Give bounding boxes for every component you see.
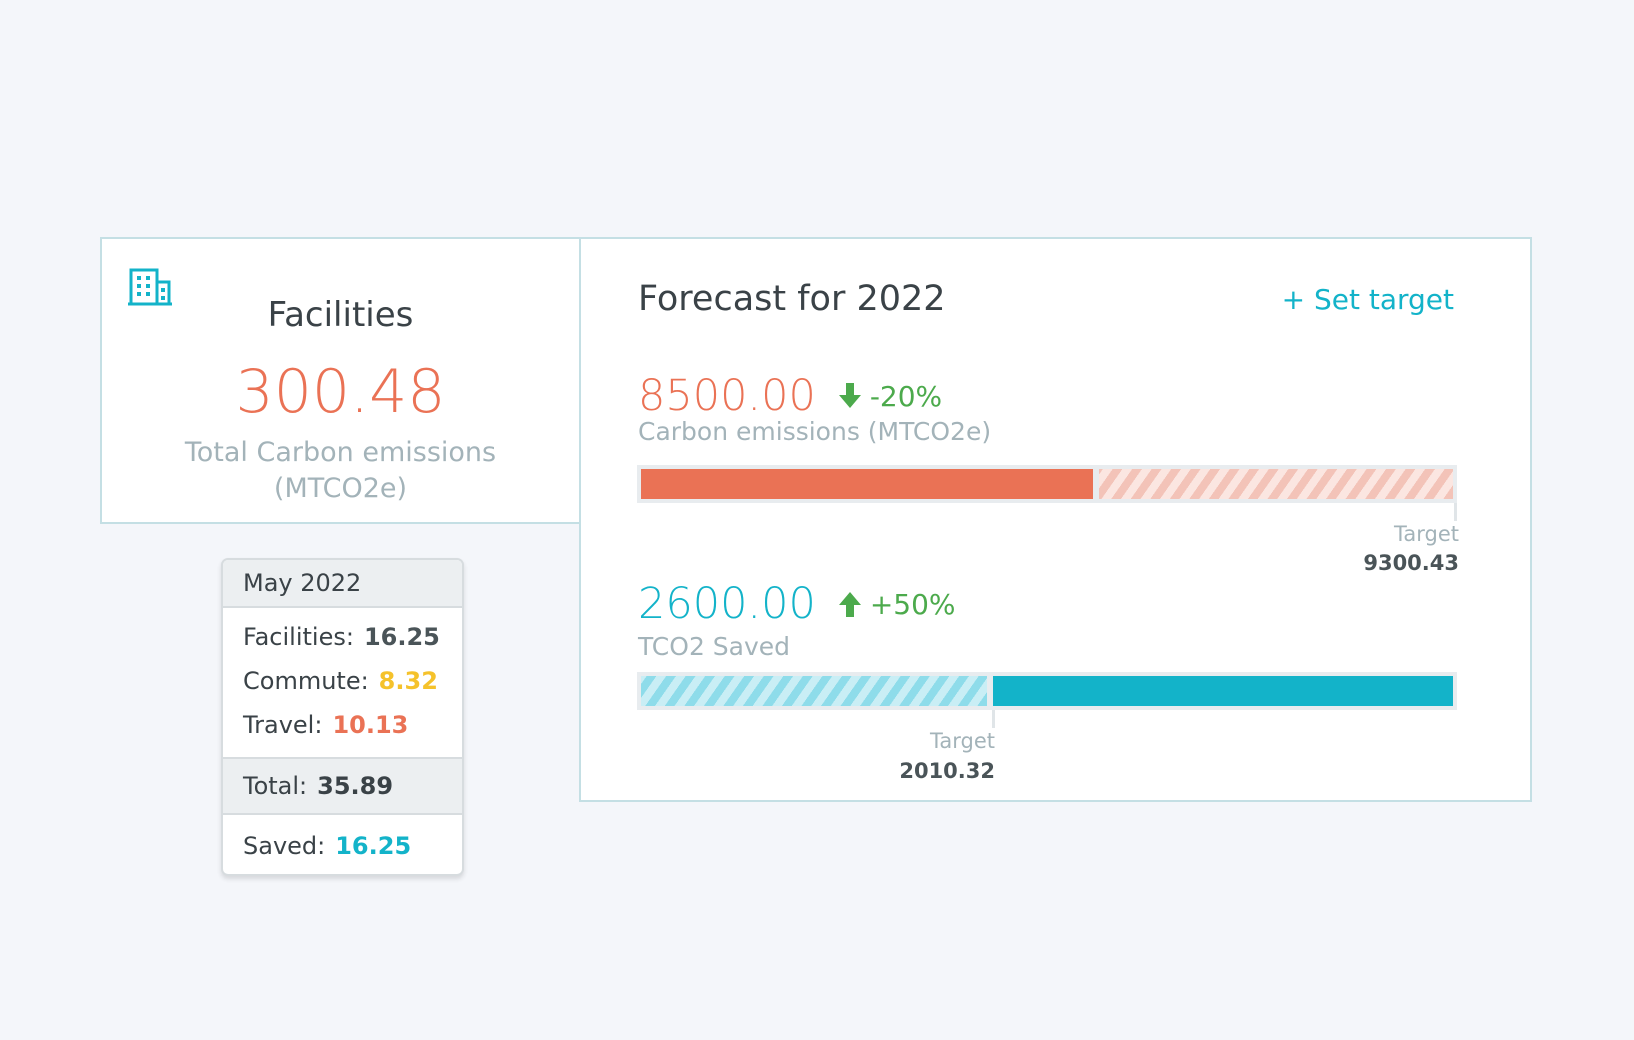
emissions-target-marker [1454,503,1457,521]
tooltip-travel-row: Travel: 10.13 [223,710,462,740]
forecast-title: Forecast for 2022 [638,279,946,319]
tooltip-commute-label: Commute: [243,667,369,695]
facilities-caption: Total Carbon emissions (MTCO2e) [184,437,497,504]
saved-label: TCO2 Saved [638,632,791,661]
saved-value: 2600.00 [638,579,816,629]
saved-target-value: 2010.32 [899,759,995,783]
tooltip-total-label: Total: [243,772,308,800]
saved-progress-bar [637,672,1457,710]
saved-target-marker [992,710,995,728]
tooltip-saved-value: 16.25 [335,832,412,860]
emissions-target-value: 9300.43 [1363,551,1459,575]
tooltip-saved-row: Saved: 16.25 [223,830,462,862]
tooltip-saved-label: Saved: [243,832,326,860]
building-icon [128,268,172,306]
saved-bar-actual [993,676,1453,706]
facilities-title: Facilities [267,295,414,335]
tooltip-month: May 2022 [243,569,362,597]
emissions-target-label: Target [1394,522,1459,546]
tooltip-facilities-label: Facilities: [243,623,354,651]
set-target-link[interactable]: + Set target [1281,283,1454,316]
tooltip-facilities-value: 16.25 [363,623,440,651]
facilities-card: Facilities 300.48 Total Carbon emissions… [100,237,581,524]
emissions-change: -20% [838,380,942,413]
tooltip-commute-value: 8.32 [378,667,438,695]
tooltip-travel-value: 10.13 [332,711,409,739]
tooltip-travel-label: Travel: [243,711,323,739]
tooltip-total-row: Total: 35.89 [223,757,462,815]
forecast-card: Forecast for 2022 + Set target 8500.00 -… [579,237,1532,802]
emissions-metric: 8500.00 -20% [638,371,942,421]
facilities-total-value: 300.48 [235,357,446,427]
tooltip-commute-row: Commute: 8.32 [223,666,462,696]
emissions-change-text: -20% [869,379,943,413]
saved-bar-target-portion [641,676,988,706]
saved-change-text: +50% [869,587,956,621]
emissions-bar-forecast [1098,469,1453,499]
tooltip-facilities-row: Facilities: 16.25 [223,622,462,652]
monthly-tooltip: May 2022 Facilities: 16.25 Commute: 8.32… [221,558,464,876]
arrow-down-icon [838,383,861,408]
tooltip-header: May 2022 [223,560,462,608]
emissions-value: 8500.00 [638,371,816,421]
saved-change: +50% [838,588,956,621]
emissions-bar-actual [641,469,1093,499]
emissions-progress-bar [637,465,1457,503]
emissions-label: Carbon emissions (MTCO2e) [638,417,992,446]
saved-target-label: Target [930,729,995,753]
saved-metric: 2600.00 +50% [638,579,956,629]
tooltip-total-value: 35.89 [317,772,394,800]
arrow-up-icon [838,592,861,617]
